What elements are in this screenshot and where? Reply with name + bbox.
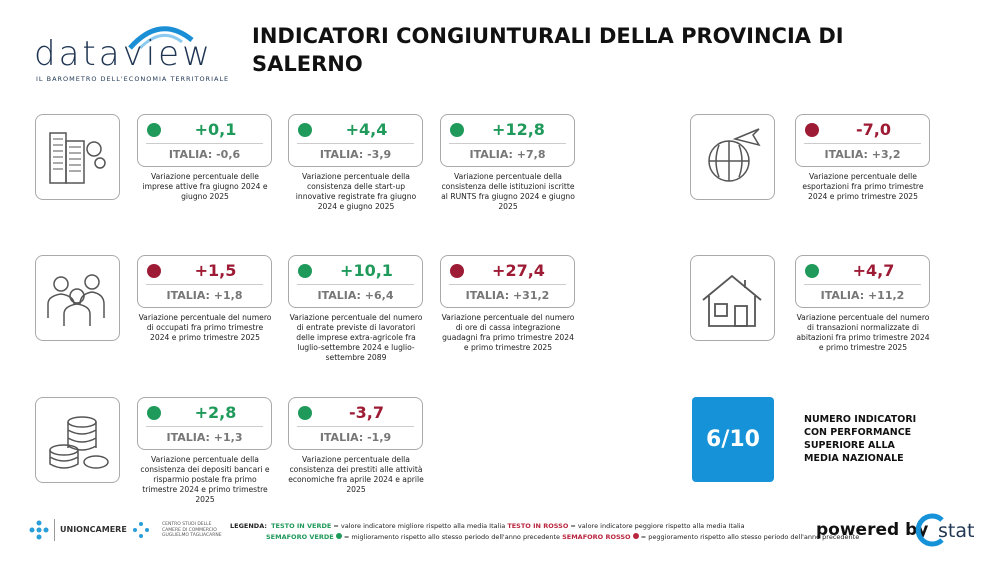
separator [146, 143, 263, 144]
status-dot [298, 406, 312, 420]
status-dot [450, 123, 464, 137]
icon-house [690, 255, 775, 341]
legend-dot [632, 533, 639, 539]
indicator-value: +1,5 [194, 261, 237, 280]
indicator-description: Variazione percentuale delle imprese att… [142, 172, 268, 201]
indicator-value: +4,4 [345, 120, 388, 139]
separator [804, 143, 921, 144]
separator [146, 426, 263, 427]
indicator-card: +4,7 ITALIA: +11,2 [795, 255, 930, 308]
indicator-description: Variazione percentuale del numero di tra… [796, 313, 930, 352]
icon-coins [35, 397, 120, 483]
separator [297, 143, 414, 144]
icon-buildings [35, 114, 120, 200]
indicator-description: Variazione percentuale del numero di occ… [138, 313, 272, 342]
legend-line-2: SEMAFORO VERDE = miglioramento rispetto … [266, 533, 859, 541]
indicator-value: +27,4 [492, 261, 545, 280]
unioncamere-mark [29, 520, 49, 540]
logo: dataview [34, 34, 213, 74]
indicator-value: +10,1 [340, 261, 393, 280]
status-dot [805, 264, 819, 278]
unioncamere: UNIONCAMERE [60, 525, 127, 534]
indicator-description: Variazione percentuale del numero di ore… [441, 313, 575, 352]
italia-value: ITALIA: -3,9 [319, 148, 392, 161]
indicator-card: +10,1 ITALIA: +6,4 [288, 255, 423, 308]
legend-label: LEGENDA: [230, 522, 267, 530]
legend-line-1: LEGENDA: TESTO IN VERDE = valore indicat… [230, 522, 745, 530]
indicator-description: Variazione percentuale della consistenza… [288, 455, 424, 494]
legend-green-light: SEMAFORO VERDE [266, 533, 334, 541]
title: INDICATORI CONGIUNTURALI DELLA PROVINCIA… [252, 24, 844, 76]
indicator-description: Variazione percentuale della consistenza… [140, 455, 270, 504]
separator [297, 284, 414, 285]
italia-value: ITALIA: +6,4 [317, 289, 394, 302]
legend-desc: = valore indicatore migliore rispetto al… [333, 522, 506, 530]
indicator-card: -7,0 ITALIA: +3,2 [795, 114, 930, 167]
indicator-value: +0,1 [194, 120, 237, 139]
legend-green-text: TESTO IN VERDE [271, 522, 332, 530]
indicator-card: -3,7 ITALIA: -1,9 [288, 397, 423, 450]
legend-dot [335, 533, 342, 539]
legend-desc: = valore indicatore peggiore rispetto al… [570, 522, 745, 530]
indicator-value: +4,7 [852, 261, 895, 280]
centro-studi: CENTRO STUDI DELLE CAMERE DI COMMERCIO G… [162, 522, 222, 538]
legend-desc: = miglioramento rispetto allo stesso per… [343, 533, 560, 541]
summary-score: 6/10 [692, 397, 774, 482]
separator [804, 284, 921, 285]
indicator-value: +2,8 [194, 403, 237, 422]
indicator-value: -7,0 [856, 120, 891, 139]
indicator-card: +2,8 ITALIA: +1,3 [137, 397, 272, 450]
indicator-card: +4,4 ITALIA: -3,9 [288, 114, 423, 167]
indicator-card: +0,1 ITALIA: -0,6 [137, 114, 272, 167]
italia-value: ITALIA: +3,2 [824, 148, 901, 161]
status-dot [805, 123, 819, 137]
indicator-description: Variazione percentuale del numero di ent… [289, 313, 423, 362]
italia-value: ITALIA: +1,3 [166, 431, 243, 444]
status-dot [450, 264, 464, 278]
brand-mark [915, 513, 944, 547]
legend-desc: = peggioramento rispetto allo stesso per… [640, 533, 860, 541]
icon-globe [690, 114, 775, 200]
separator [449, 284, 566, 285]
indicator-value: -3,7 [349, 403, 384, 422]
legend-red-text: TESTO IN ROSSO [507, 522, 569, 530]
separator [297, 426, 414, 427]
italia-value: ITALIA: +7,8 [469, 148, 546, 161]
status-dot [147, 406, 161, 420]
italia-value: ITALIA: +11,2 [820, 289, 905, 302]
icon-people [35, 255, 120, 341]
italia-value: ITALIA: +1,8 [166, 289, 243, 302]
centro-studi-mark [133, 522, 149, 538]
status-dot [298, 264, 312, 278]
indicator-description: Variazione percentuale della consistenza… [441, 172, 575, 211]
tagline: IL BAROMETRO DELL'ECONOMIA TERRITORIALE [36, 75, 230, 83]
indicator-card: +12,8 ITALIA: +7,8 [440, 114, 575, 167]
indicator-description: Variazione percentuale della consistenza… [295, 172, 417, 211]
summary-text: NUMERO INDICATORI CON PERFORMANCE SUPERI… [804, 414, 917, 464]
indicator-description: Variazione percentuale delle esportazion… [802, 172, 924, 201]
separator [146, 284, 263, 285]
status-dot [147, 123, 161, 137]
brand: stat [938, 520, 975, 542]
indicator-card: +27,4 ITALIA: +31,2 [440, 255, 575, 308]
status-dot [147, 264, 161, 278]
logo-arc [128, 26, 194, 50]
indicator-value: +12,8 [492, 120, 545, 139]
divider [54, 519, 55, 541]
powered-by: powered by [816, 520, 929, 540]
legend-red-light: SEMAFORO ROSSO [562, 533, 631, 541]
italia-value: ITALIA: -0,6 [168, 148, 241, 161]
italia-value: ITALIA: -1,9 [319, 431, 392, 444]
indicator-card: +1,5 ITALIA: +1,8 [137, 255, 272, 308]
status-dot [298, 123, 312, 137]
italia-value: ITALIA: +31,2 [465, 289, 550, 302]
separator [449, 143, 566, 144]
